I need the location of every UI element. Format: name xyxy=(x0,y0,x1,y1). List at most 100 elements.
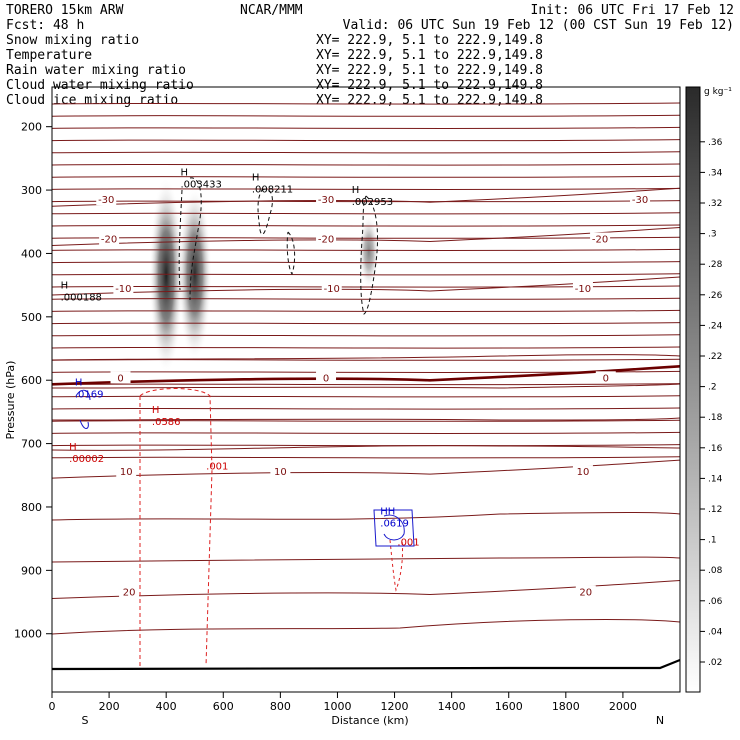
isotherm-line xyxy=(52,383,680,386)
isotherm-label: -10 xyxy=(324,284,340,295)
isotherm-label-bg xyxy=(316,193,337,206)
isotherm-label-bg xyxy=(630,193,651,206)
valid-time: Valid: 06 UTC Sun 19 Feb 12 (00 CST Sun … xyxy=(343,18,734,33)
isotherm-line xyxy=(52,261,680,264)
extrema-value: .008211 xyxy=(252,185,293,196)
extrema-marker: H xyxy=(61,280,69,291)
isotherm-line xyxy=(52,114,680,117)
isotherm-line xyxy=(52,309,680,313)
x-tick-label: 0 xyxy=(49,700,56,713)
isotherm-0 xyxy=(52,365,680,386)
colorbar-tick-label: .12 xyxy=(708,505,722,515)
isotherm-label-bg xyxy=(116,465,137,478)
extrema-value: .0619 xyxy=(380,519,409,530)
isotherm-line xyxy=(52,102,680,105)
cloud-ice-contour xyxy=(360,195,379,315)
isotherm-label: -30 xyxy=(632,195,648,206)
snow-column xyxy=(358,215,379,289)
isotherm-line xyxy=(52,456,680,459)
colorbar-tick-label: .36 xyxy=(708,138,723,148)
extrema-value: .0169 xyxy=(75,389,104,400)
isotherm-line xyxy=(52,407,680,410)
isotherm-label-bg xyxy=(316,232,337,245)
extrema-value: .003433 xyxy=(180,179,221,190)
isotherm-label: -10 xyxy=(575,284,591,295)
colorbar-tick-label: .32 xyxy=(708,199,722,209)
extrema-marker: H xyxy=(69,442,77,453)
endpoint-right: N xyxy=(656,714,664,727)
isotherm-line xyxy=(52,417,680,421)
init-time: Init: 06 UTC Fri 17 Feb 12 xyxy=(531,3,735,18)
extrema-marker: H xyxy=(152,405,160,416)
legend-xy-cloudwater: XY= 222.9, 5.1 to 222.9,149.8 xyxy=(316,78,543,93)
y-tick-label: 300 xyxy=(21,184,42,197)
extrema-value: .002953 xyxy=(352,197,393,208)
colorbar-tick-label: .22 xyxy=(708,352,722,362)
colorbar: g kg⁻¹ .02 .04 .06 .08 .1 .12 .14 .16 .18 .2 .22 .2… xyxy=(685,86,732,693)
x-tick-label: 800 xyxy=(270,700,291,713)
colorbar-ramp xyxy=(685,86,701,693)
isotherm-label: 0 xyxy=(323,373,329,384)
ground-line xyxy=(52,658,680,671)
extrema-value: .001 xyxy=(397,538,419,549)
legend-name-snow: Snow mixing ratio xyxy=(6,33,139,48)
isotherm-label: 0 xyxy=(117,373,123,384)
isotherm-line xyxy=(52,334,680,337)
rain-contour xyxy=(139,388,213,667)
axes: 0 200 400 600 800 1000 1200 1400 1600 1800 2000200… xyxy=(14,121,637,713)
isotherm-line xyxy=(52,383,680,389)
legend-xy-cloudice: XY= 222.9, 5.1 to 222.9,149.8 xyxy=(316,93,543,108)
x-tick-label: 400 xyxy=(156,700,177,713)
x-tick-label: 1000 xyxy=(323,700,351,713)
y-tick-label: 400 xyxy=(21,247,42,260)
isotherm-label-bg xyxy=(321,281,342,294)
extrema-value: .0586 xyxy=(152,417,181,428)
extrema-marker: HH xyxy=(380,507,395,518)
forecast-hour: Fcst: 48 h xyxy=(6,18,84,33)
isotherm-label: 10 xyxy=(120,467,133,478)
isotherm-label-bg xyxy=(590,232,611,245)
colorbar-tick-label: .18 xyxy=(708,413,723,423)
isotherm-line xyxy=(52,151,680,154)
isotherm-line xyxy=(52,273,680,276)
cloud-water-contour xyxy=(75,389,91,429)
isotherm-line xyxy=(52,163,680,166)
org-title: NCAR/MMM xyxy=(240,3,303,18)
temperature-isotherms: 20 20 10 10 10 0 0 0 -10 -10 -10 -20 -20 -20 -30 -30 -30 xyxy=(52,187,680,671)
legend-name-cloudice: Cloud ice mixing ratio xyxy=(6,93,178,108)
isotherm-line xyxy=(52,395,680,398)
colorbar-tick-label: .08 xyxy=(708,566,723,576)
isotherm--20 xyxy=(52,227,680,247)
snow-shading xyxy=(149,177,379,374)
isotherm-label-bg xyxy=(119,585,140,598)
isotherm-label-bg xyxy=(316,371,337,384)
isotherm-label: 20 xyxy=(579,588,592,599)
plot-area: 20 20 10 10 10 0 0 0 -10 -10 -10 -20 -20 -20 -30 -30 -30… xyxy=(52,102,680,671)
y-tick-label: 1000 xyxy=(14,628,42,641)
upper-isotherms xyxy=(52,102,680,635)
legend-name-temp: Temperature xyxy=(6,48,92,63)
legend-name-rain: Rain water mixing ratio xyxy=(6,63,186,78)
colorbar-tick-label: .02 xyxy=(708,658,722,668)
colorbar-tick-label: .1 xyxy=(708,536,717,546)
colorbar-tick-label: .06 xyxy=(708,597,723,607)
isotherm-label: 20 xyxy=(123,588,136,599)
isotherm-label: -20 xyxy=(592,235,608,246)
isotherm-label-bg xyxy=(595,371,616,384)
x-tick-label: 1600 xyxy=(495,700,523,713)
y-tick-label: 200 xyxy=(21,121,42,134)
colorbar-units: g kg⁻¹ xyxy=(704,87,732,97)
isotherm-20 xyxy=(52,580,680,600)
cloud-ice-contour xyxy=(178,177,202,301)
cloud-water-contour xyxy=(373,509,415,547)
isotherm-label: 0 xyxy=(603,373,609,384)
y-tick-label: 600 xyxy=(21,374,42,387)
x-tick-label: 600 xyxy=(213,700,234,713)
isotherm-10 xyxy=(52,459,680,479)
isotherm-label: 10 xyxy=(577,467,590,478)
colorbar-tick-label: .34 xyxy=(708,168,723,178)
isotherm-line xyxy=(52,354,680,361)
isotherm-label-bg xyxy=(96,193,117,206)
isotherm-label-bg xyxy=(99,232,120,245)
colorbar-tick-label: .28 xyxy=(708,260,723,270)
